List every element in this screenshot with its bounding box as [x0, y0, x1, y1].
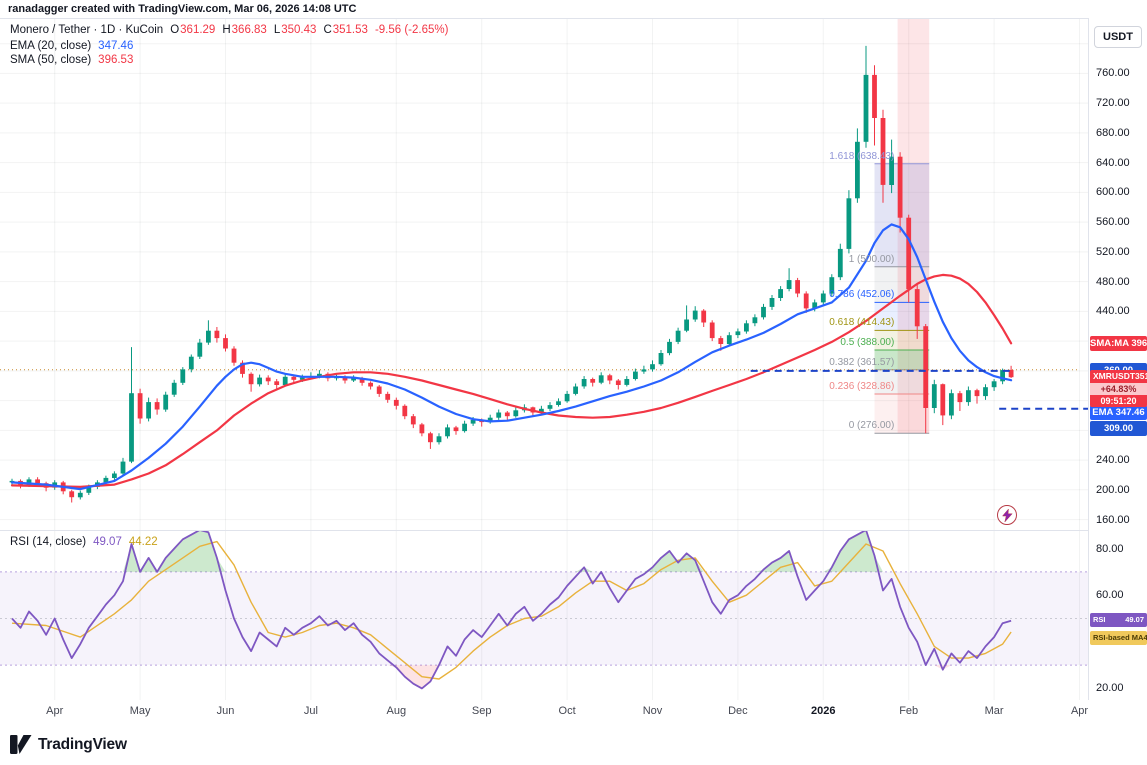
time-axis-label-2026: 2026: [811, 705, 836, 717]
price-axis-label: 200.00: [1096, 483, 1130, 496]
ema-label: EMA (20, close): [10, 39, 92, 52]
price-axis-label: 480.00: [1096, 275, 1130, 288]
time-axis-label-oct: Oct: [558, 705, 576, 717]
rsi-ma-value: 44.22: [128, 535, 158, 548]
main-price-pane[interactable]: [0, 18, 1088, 530]
price-axis-label: 680.00: [1096, 126, 1130, 139]
ohlc-high: H366.83: [222, 23, 267, 36]
price-axis-label: 440.00: [1096, 305, 1130, 318]
ema-legend-row[interactable]: EMA (20, close) 347.46: [10, 38, 133, 53]
time-axis-label-jun: Jun: [216, 705, 235, 717]
pane-top-border: [0, 18, 1147, 19]
sma-legend-row[interactable]: SMA (50, close) 396.53: [10, 52, 133, 67]
symbol-legend-row[interactable]: Monero / Tether · 1D · KuCoin O361.29 H3…: [10, 22, 448, 37]
pane-divider[interactable]: [0, 530, 1147, 531]
tradingview-logo-text: TradingView: [38, 735, 127, 753]
time-axis-label-mar: Mar: [984, 705, 1004, 717]
rsi-axis-label: 20.00: [1096, 682, 1124, 695]
time-axis-label-apr: Apr: [1070, 705, 1089, 717]
rsi-ma-value-badge: RSI-based MA44.22: [1090, 630, 1147, 645]
rsi-value: 49.07: [93, 535, 122, 548]
sma-value-badge: SMA:MA 396.53: [1090, 336, 1147, 352]
price-axis-label: 640.00: [1096, 156, 1130, 169]
level-309-badge: 309.00: [1090, 421, 1147, 437]
time-axis-label-feb: Feb: [899, 705, 919, 717]
bar-countdown: 09:51:20: [1090, 395, 1147, 408]
ema-value-badge: EMA 347.46: [1090, 404, 1147, 420]
rsi-legend-row[interactable]: RSI (14, close) 49.07 44.22: [10, 534, 158, 549]
change-value: -9.56 (-2.65%): [374, 23, 449, 36]
tradingview-logo-mark: [10, 735, 32, 754]
tradingview-logo[interactable]: TradingView: [10, 735, 127, 754]
symbol-title: Monero / Tether · 1D · KuCoin: [10, 23, 164, 36]
lightning-icon[interactable]: [997, 505, 1017, 525]
price-axis-label: 600.00: [1096, 186, 1130, 199]
ohlc-low: L350.43: [273, 23, 317, 36]
price-axis-label: 160.00: [1096, 513, 1130, 526]
rsi-value-badge: RSI 49.07: [1090, 613, 1147, 628]
time-axis-label-nov: Nov: [642, 705, 663, 717]
time-axis[interactable]: Apr May Jun Jul Aug Sep Oct Nov Dec 2026 Feb Mar Apr: [0, 700, 1147, 724]
price-axis-label: 520.00: [1096, 245, 1130, 258]
sma-label: SMA (50, close): [10, 53, 92, 66]
change-percent-badge: +64.83%: [1090, 383, 1147, 396]
price-axis-label: 560.00: [1096, 216, 1130, 229]
ohlc-open: O361.29: [170, 23, 216, 36]
time-axis-label-aug: Aug: [386, 705, 407, 717]
price-axis-label: 760.00: [1096, 67, 1130, 80]
currency-axis-button[interactable]: USDT: [1094, 26, 1142, 48]
time-axis-label-apr: Apr: [46, 705, 64, 717]
attribution-text: ranadagger created with TradingView.com,…: [8, 3, 357, 15]
time-axis-label-jul: Jul: [303, 705, 318, 717]
price-axis[interactable]: USDT 760.00 720.00 680.00 640.00 600.00 560.0…: [1088, 18, 1147, 700]
rsi-axis-label: 80.00: [1096, 542, 1124, 555]
rsi-label: RSI (14, close): [10, 535, 87, 548]
time-axis-label-may: May: [129, 705, 151, 717]
time-axis-label-sep: Sep: [471, 705, 492, 717]
rsi-pane[interactable]: [0, 530, 1088, 700]
time-axis-label-dec: Dec: [728, 705, 748, 717]
rsi-axis-label: 60.00: [1096, 589, 1124, 602]
ema-value: 347.46: [98, 39, 134, 52]
price-axis-label: 720.00: [1096, 97, 1130, 110]
sma-value: 396.53: [98, 53, 134, 66]
lightning-bolt-glyph: [1001, 508, 1013, 522]
price-axis-label: 240.00: [1096, 454, 1130, 467]
ohlc-close: C351.53: [323, 23, 368, 36]
